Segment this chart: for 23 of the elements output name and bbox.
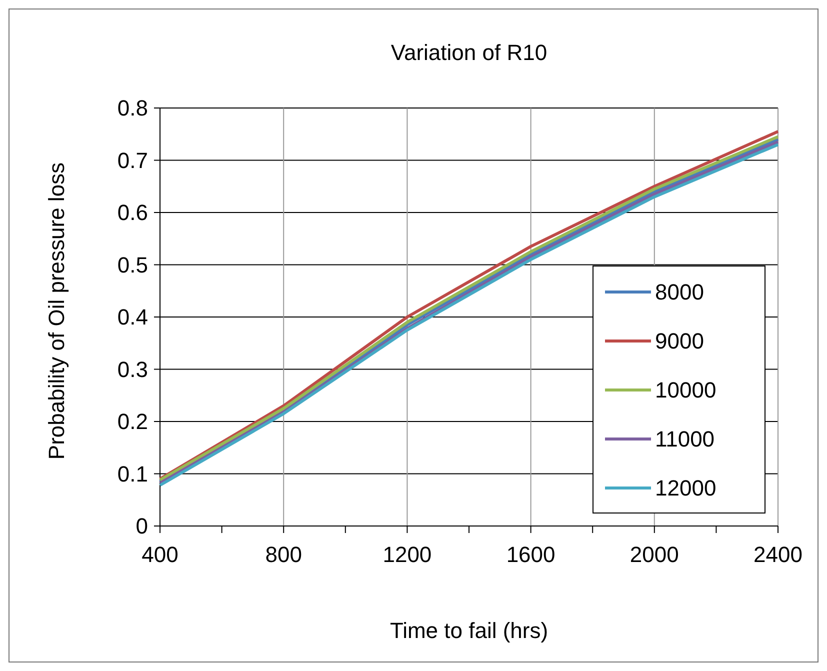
y-tick-label: 0.7 <box>117 148 148 173</box>
y-tick-label: 0.6 <box>117 200 148 226</box>
y-tick-label: 0.4 <box>117 304 148 330</box>
x-axis-title: Time to fail (hrs) <box>390 618 548 643</box>
legend-label: 10000 <box>655 378 716 403</box>
legend-label: 12000 <box>655 476 716 501</box>
chart-title: Variation of R10 <box>390 40 548 65</box>
x-tick-label: 2000 <box>630 542 679 567</box>
legend-label: 9000 <box>655 328 704 354</box>
y-tick-label: 0.5 <box>117 252 148 278</box>
y-axis-title: Probability of Oil pressure loss <box>44 162 69 460</box>
y-tick-label: 0.8 <box>117 96 148 121</box>
x-tick-label: 800 <box>265 542 302 567</box>
y-tick-label: 0.1 <box>117 461 148 486</box>
x-tick-label: 400 <box>142 542 178 567</box>
y-tick-label: 0.2 <box>117 409 148 434</box>
x-tick-label: 2400 <box>754 542 802 567</box>
y-tick-label: 0.3 <box>117 356 148 382</box>
y-tick-label: 0 <box>136 514 148 539</box>
x-tick-label: 1600 <box>506 542 556 567</box>
x-tick-label: 1200 <box>382 542 432 567</box>
legend-label: 8000 <box>655 280 704 305</box>
legend-label: 11000 <box>655 426 715 452</box>
